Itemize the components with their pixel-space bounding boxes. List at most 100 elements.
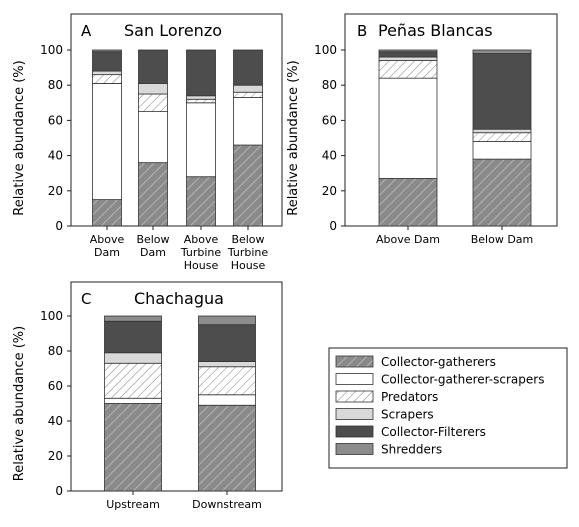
y-tick-label: 0 [55, 219, 63, 233]
bar-stack-downstream [198, 315, 256, 492]
y-tick-label: 60 [48, 379, 63, 393]
bar-segment-collector-filterers [198, 324, 256, 362]
bar-segment-scrapers [186, 95, 216, 100]
bar-segment-shredders [198, 315, 256, 326]
bar-segment-collector-gatherer-scrapers [378, 77, 438, 179]
bar-segment-shredders [378, 49, 438, 53]
bar-segment-collector-filterers [92, 51, 122, 72]
bar-segment-collector-filterers [472, 53, 532, 130]
x-tick-label: House [184, 259, 219, 272]
bar-segment-shredders [92, 49, 122, 53]
legend-label-collector-gatherer-scrapers: Collector-gatherer-scrapers [381, 373, 544, 387]
legend-label-collector-gatherers: Collector-gatherers [381, 355, 496, 369]
legend-label-predators: Predators [381, 390, 438, 404]
bar-segment-collector-gatherer-scrapers [104, 397, 162, 404]
x-tick-label: House [231, 259, 266, 272]
legend-label-collector-filterers: Collector-Filterers [381, 425, 486, 439]
bar-segment-collector-filterers [138, 49, 168, 84]
y-axis-label: Relative abundance (%) [12, 60, 27, 216]
x-tick-label: Turbine [227, 246, 269, 259]
bar-stack-upstream [104, 315, 162, 492]
bar-segment-collector-filterers [233, 49, 263, 86]
x-tick-label: Below Dam [471, 233, 534, 246]
bar-segment-collector-filterers [186, 49, 216, 97]
y-tick-label: 80 [322, 78, 337, 92]
bar-stack-below-dam [472, 49, 532, 227]
bar-segment-scrapers [138, 83, 168, 95]
bar-stack-below-turbine-house [233, 49, 263, 227]
legend-swatch-predators [335, 390, 374, 403]
x-tick-label: Upstream [106, 498, 160, 511]
x-tick-label: Above Dam [376, 233, 440, 246]
panel-title: Peñas Blancas [378, 21, 493, 40]
x-tick-label: Dam [94, 246, 120, 259]
y-tick-label: 20 [48, 184, 63, 198]
y-tick-label: 80 [48, 344, 63, 358]
x-tick-label: Below [231, 233, 264, 246]
y-tick-label: 100 [314, 43, 337, 57]
bar-segment-predators [472, 132, 532, 142]
x-tick-label: Dam [140, 246, 166, 259]
bar-segment-collector-gatherers [233, 144, 263, 227]
panel-letter: A [81, 22, 92, 40]
panel-letter: C [81, 290, 91, 308]
panel-b: 0 20 40 60 80 100 Relative abundance (%) B Peñas… [286, 13, 558, 246]
x-tick-label: Turbine [180, 246, 222, 259]
legend-label-shredders: Shredders [381, 443, 442, 457]
bar-segment-predators [186, 98, 216, 104]
x-tick-label: Above [90, 233, 125, 246]
legend: Collector-gatherers Collector-gatherer-sc… [328, 347, 568, 469]
bar-segment-scrapers [472, 128, 532, 134]
bar-segment-collector-gatherer-scrapers [186, 102, 216, 178]
y-tick-label: 60 [322, 113, 337, 127]
panel-letter: B [357, 22, 367, 40]
y-tick-label: 0 [329, 219, 337, 233]
bar-segment-collector-gatherer-scrapers [198, 394, 256, 406]
y-tick-label: 100 [40, 309, 63, 323]
bar-segment-collector-gatherer-scrapers [233, 97, 263, 146]
bar-segment-predators [104, 362, 162, 399]
x-tick-label: Above [184, 233, 219, 246]
legend-swatch-scrapers [335, 408, 374, 420]
bar-segment-scrapers [104, 352, 162, 364]
panel-title: San Lorenzo [124, 21, 222, 40]
legend-swatch-collector-filterers [335, 425, 374, 438]
y-tick-label: 100 [40, 43, 63, 57]
bar-segment-scrapers [92, 70, 122, 76]
y-tick-label: 0 [55, 484, 63, 498]
bar-segment-collector-filterers [378, 51, 438, 58]
bar-segment-collector-gatherers [378, 178, 438, 227]
y-tick-label: 40 [322, 149, 337, 163]
y-axis-label: Relative abundance (%) [12, 326, 27, 482]
bar-stack-below-dam [138, 49, 168, 227]
y-tick-label: 80 [48, 78, 63, 92]
y-tick-label: 40 [48, 149, 63, 163]
bar-segment-collector-gatherers [472, 158, 532, 227]
legend-label-scrapers: Scrapers [381, 408, 434, 422]
bar-stack-above-dam [92, 49, 122, 227]
bar-segment-shredders [104, 315, 162, 322]
panel-a: 0 20 40 60 80 100 Relative abundance (%) A San L… [12, 13, 283, 272]
legend-swatch-shredders [335, 443, 374, 455]
bar-segment-collector-filterers [104, 320, 162, 354]
bar-segment-predators [92, 74, 122, 84]
bar-segment-shredders [472, 49, 532, 54]
bar-segment-collector-gatherers [198, 404, 256, 492]
bar-segment-predators [138, 93, 168, 113]
bar-segment-scrapers [198, 361, 256, 368]
bar-segment-predators [233, 91, 263, 98]
bar-segment-collector-gatherer-scrapers [138, 111, 168, 164]
y-tick-label: 60 [48, 113, 63, 127]
y-tick-label: 20 [322, 184, 337, 198]
bar-segment-collector-gatherers [186, 176, 216, 227]
bar-segment-collector-gatherer-scrapers [92, 83, 122, 201]
bar-segment-predators [378, 60, 438, 79]
y-tick-label: 20 [48, 449, 63, 463]
bar-segment-collector-gatherers [104, 403, 162, 492]
panel-title: Chachagua [134, 289, 224, 308]
x-tick-label: Below [136, 233, 169, 246]
y-tick-label: 40 [48, 414, 63, 428]
bar-segment-predators [198, 366, 256, 396]
panel-c: 0 20 40 60 80 100 Relative abundance (%) C Chach… [12, 281, 283, 511]
